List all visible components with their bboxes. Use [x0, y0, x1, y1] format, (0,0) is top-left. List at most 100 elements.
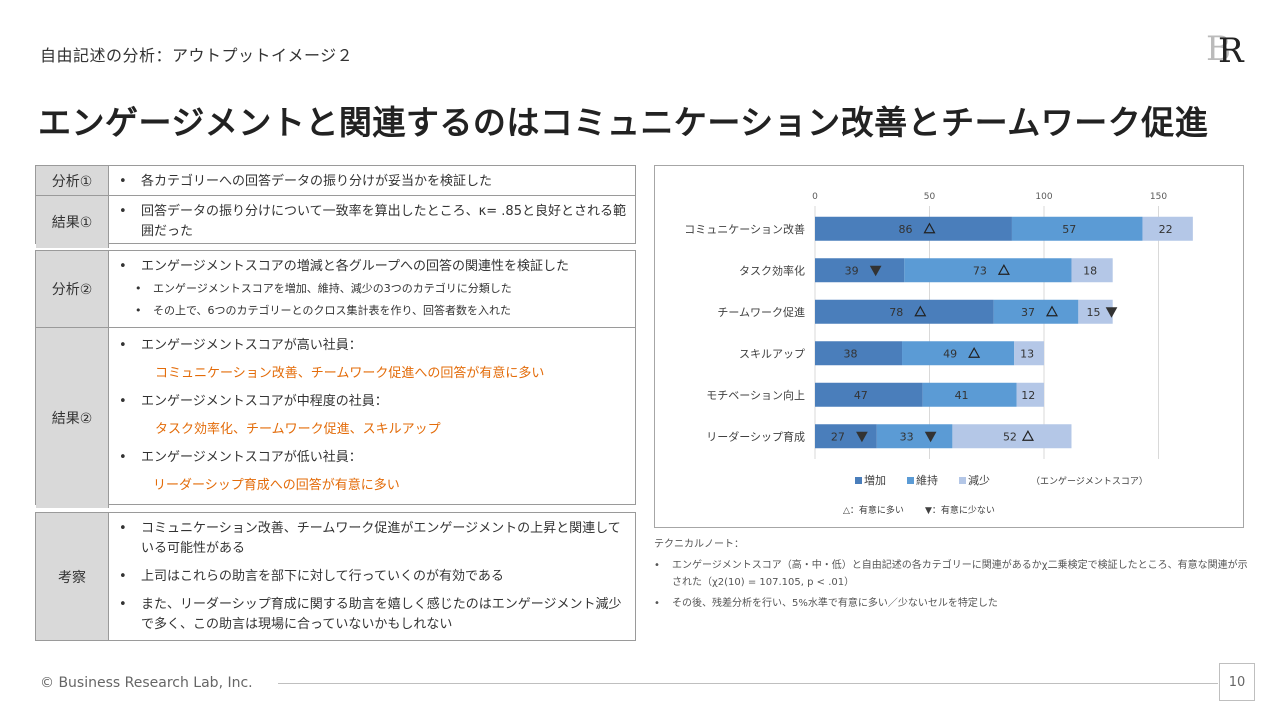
significant-more-marker [997, 264, 1010, 275]
analysis-2-label: 分析② [36, 251, 109, 327]
technical-notes: テクニカルノート： • エンゲージメントスコア（高・中・低）と自由記述の各カテゴリ… [654, 536, 1254, 612]
x-tick-label: 50 [924, 192, 936, 202]
page-title: エンゲージメントと関連するのはコミュニケーション改善とチームワーク促進 [38, 103, 1209, 142]
bar-segment [815, 216, 1012, 241]
significant-less-marker [924, 431, 937, 443]
bar-segment [876, 424, 953, 449]
x-tick-label: 100 [1035, 192, 1052, 202]
data-label: 39 [845, 264, 859, 277]
data-label: 73 [973, 264, 987, 277]
legend-label: 増加 [864, 474, 886, 487]
data-label: 38 [844, 347, 858, 360]
bar-segment [815, 382, 923, 407]
analysis-block-1: 分析① • 各カテゴリーへの回答データの振り分けが妥当かを検証した 結果① • 回答… [35, 165, 636, 248]
result-mid-detail: タスク効率化、チームワーク促進、スキルアップ [155, 422, 441, 437]
bullet: • [119, 521, 127, 536]
legend-label: 維持 [916, 473, 938, 487]
legend-label: 減少 [968, 473, 990, 487]
copyright: © Business Research Lab, Inc. [40, 675, 253, 691]
bar-segment [1078, 299, 1113, 324]
bullet: • [119, 174, 127, 189]
data-label: 37 [1021, 306, 1035, 319]
data-label: 57 [1062, 223, 1076, 236]
marker-legend-less: ▼：有意に少ない [925, 504, 995, 516]
bullet: • [654, 598, 660, 609]
analysis-2-text: エンゲージメントスコアの増減と各グループへの回答の関連性を検証した [141, 259, 569, 274]
bar-segment [1011, 216, 1143, 241]
data-label: 52 [1003, 430, 1017, 443]
svg-text:R: R [1218, 31, 1245, 68]
result-1-label: 結果① [36, 196, 109, 248]
company-logo: B R [1206, 29, 1245, 68]
bar-segment [1142, 216, 1193, 241]
result-mid: エンゲージメントスコアが中程度の社員： [141, 394, 388, 409]
bullet: • [119, 597, 127, 612]
bullet: • [119, 450, 127, 465]
note-item-2: その後、残差分析を行い、5%水準で有意に多い／少ないセルを特定した [672, 598, 998, 609]
data-label: 22 [1159, 223, 1173, 236]
bar-segment [815, 341, 903, 366]
bar-segment [902, 341, 1015, 366]
result-low-detail: リーダーシップ育成への回答が有意に多い [153, 478, 400, 493]
result-1-text: 回答データの振り分けについて一致率を算出したところ、κ= .85と良好とされる範… [141, 204, 626, 239]
svg-text:B: B [1206, 29, 1231, 68]
legend-swatch [855, 477, 862, 484]
discussion-item-1: コミュニケーション改善、チームワーク促進がエンゲージメントの上昇と関連している可… [141, 521, 621, 556]
analysis-block-2: 分析② • エンゲージメントスコアの増減と各グループへの回答の関連性を検証した •… [35, 250, 636, 508]
bar-segment [1014, 341, 1044, 366]
analysis-1-text: 各カテゴリーへの回答データの振り分けが妥当かを検証した [141, 174, 493, 189]
bullet: • [654, 560, 660, 571]
note-item-1: エンゲージメントスコア（高・中・低）と自由記述の各カテゴリーに関連があるかχ二乗… [672, 560, 1248, 588]
page-subtitle: 自由記述の分析：アウトプットイメージ２ [40, 46, 354, 65]
discussion-item-3: また、リーダーシップ育成に関する助言を嬉しく感じたのはエンゲージメント減少で多く… [141, 597, 622, 632]
bar-segment [904, 258, 1072, 283]
bar-segment [952, 424, 1072, 449]
bullet: • [119, 338, 127, 353]
x-tick-label: 0 [812, 192, 818, 202]
data-label: 12 [1021, 389, 1035, 402]
category-label: スキルアップ [739, 347, 805, 360]
result-low: エンゲージメントスコアが低い社員： [141, 450, 362, 465]
category-label: モチベーション向上 [706, 388, 805, 402]
data-label: 15 [1087, 306, 1101, 319]
result-2-label: 結果② [36, 328, 109, 508]
analysis-1-label: 分析① [36, 166, 109, 195]
data-label: 78 [889, 306, 903, 319]
unit-note: （エンゲージメントスコア） [1031, 475, 1148, 487]
data-label: 47 [854, 389, 868, 402]
discussion-label: 考察 [36, 513, 109, 640]
significant-more-marker [923, 222, 936, 234]
data-label: 49 [943, 347, 957, 360]
analysis-2-sub-1: エンゲージメントスコアを増加、維持、減少の3つのカテゴリに分類した [153, 282, 512, 295]
bar-segment [1016, 382, 1044, 407]
category-label: コミュニケーション改善 [684, 222, 805, 236]
bar-segment [815, 424, 877, 449]
notes-title: テクニカルノート： [654, 539, 744, 550]
x-tick-label: 150 [1150, 192, 1167, 202]
data-label: 41 [955, 389, 969, 402]
bar-segment [1071, 258, 1113, 283]
bar-segment [815, 258, 905, 283]
significant-more-marker [1021, 430, 1034, 441]
bullet: • [119, 259, 127, 274]
bar-segment [815, 299, 994, 324]
bullet: • [119, 204, 127, 219]
category-label: チームワーク促進 [717, 305, 805, 319]
data-label: 86 [898, 223, 912, 236]
data-label: 13 [1020, 347, 1034, 360]
significant-less-marker [1105, 307, 1118, 318]
result-high: エンゲージメントスコアが高い社員： [141, 338, 362, 353]
sub-bullet: • [135, 282, 142, 295]
bar-segment [922, 382, 1017, 407]
significant-less-marker [856, 431, 868, 443]
analysis-2-sub-2: その上で、6つのカテゴリーとのクロス集計表を作り、回答者数を入れた [153, 304, 512, 317]
legend-swatch [959, 477, 966, 484]
data-label: 18 [1083, 264, 1097, 277]
result-high-detail: コミュニケーション改善、チームワーク促進への回答が有意に多い [155, 366, 545, 381]
data-label: 27 [831, 430, 845, 443]
significant-more-marker [1045, 305, 1059, 317]
chart-svg: 0 50 100 150 コミュニケーション改善 86 57 22 タスク効率化 39 73 18 チー… [684, 192, 1193, 516]
category-label: タスク効率化 [739, 263, 805, 277]
significant-less-marker [869, 265, 882, 277]
marker-legend-more: △：有意に多い [843, 504, 904, 516]
